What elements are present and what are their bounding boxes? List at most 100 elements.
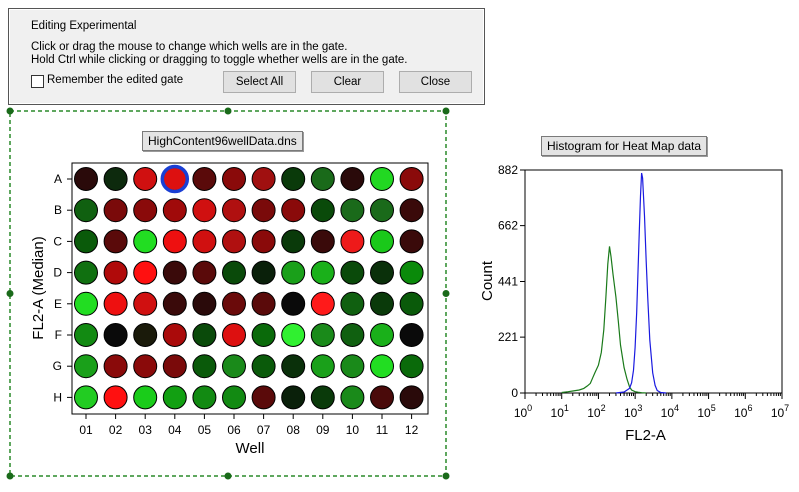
well-D01[interactable] <box>74 260 98 285</box>
well-F03[interactable] <box>133 323 158 347</box>
select-all-button[interactable]: Select All <box>223 71 296 93</box>
well-G11[interactable] <box>370 354 394 379</box>
well-E10[interactable] <box>340 291 365 316</box>
well-A11[interactable] <box>370 167 394 191</box>
well-D04[interactable] <box>162 260 187 285</box>
well-F07[interactable] <box>251 323 276 347</box>
well-F06[interactable] <box>222 323 246 347</box>
well-G07[interactable] <box>251 354 276 379</box>
well-H01[interactable] <box>74 385 98 410</box>
well-F11[interactable] <box>370 323 394 347</box>
well-D11[interactable] <box>370 260 394 285</box>
well-A08[interactable] <box>281 167 306 191</box>
resize-handle[interactable] <box>442 107 450 115</box>
well-C11[interactable] <box>370 229 394 254</box>
resize-handle[interactable] <box>6 290 14 297</box>
well-F02[interactable] <box>103 323 128 347</box>
well-H09[interactable] <box>310 385 335 410</box>
well-A10[interactable] <box>340 167 365 191</box>
well-C05[interactable] <box>192 229 217 254</box>
well-F01[interactable] <box>74 323 98 347</box>
well-H12[interactable] <box>399 385 424 410</box>
resize-handle[interactable] <box>6 107 14 115</box>
well-B07[interactable] <box>251 198 276 223</box>
well-H07[interactable] <box>251 385 276 410</box>
resize-handle[interactable] <box>6 472 14 480</box>
well-G06[interactable] <box>222 354 246 379</box>
well-E05[interactable] <box>192 291 217 316</box>
well-F04[interactable] <box>162 323 187 347</box>
well-E04[interactable] <box>162 291 187 316</box>
well-C03[interactable] <box>133 229 158 254</box>
well-B12[interactable] <box>399 198 424 223</box>
well-A07[interactable] <box>251 167 276 191</box>
well-A09[interactable] <box>310 167 335 191</box>
well-D09[interactable] <box>310 260 335 285</box>
well-F05[interactable] <box>192 323 217 347</box>
well-G10[interactable] <box>340 354 365 379</box>
well-H06[interactable] <box>222 385 246 410</box>
well-B05[interactable] <box>192 198 217 223</box>
well-G12[interactable] <box>399 354 424 379</box>
well-F08[interactable] <box>281 323 306 347</box>
resize-handle[interactable] <box>224 472 232 480</box>
well-C10[interactable] <box>340 229 365 254</box>
well-C01[interactable] <box>74 229 98 254</box>
well-G05[interactable] <box>192 354 217 379</box>
well-A02[interactable] <box>103 167 128 191</box>
remember-gate-checkbox[interactable] <box>31 75 44 88</box>
well-H03[interactable] <box>133 385 158 410</box>
well-E03[interactable] <box>133 291 158 316</box>
resize-handle[interactable] <box>442 290 450 297</box>
heatmap-plot-area[interactable] <box>71 162 429 415</box>
well-H05[interactable] <box>192 385 217 410</box>
well-B11[interactable] <box>370 198 394 223</box>
well-C02[interactable] <box>103 229 128 254</box>
well-E06[interactable] <box>222 291 246 316</box>
well-A01[interactable] <box>74 167 98 191</box>
well-B09[interactable] <box>310 198 335 223</box>
well-B03[interactable] <box>133 198 158 223</box>
well-B04[interactable] <box>162 198 187 223</box>
well-D08[interactable] <box>281 260 306 285</box>
well-E08[interactable] <box>281 291 306 316</box>
clear-button[interactable]: Clear <box>311 71 384 93</box>
well-B01[interactable] <box>74 198 98 223</box>
well-E09[interactable] <box>310 291 335 316</box>
well-G09[interactable] <box>310 354 335 379</box>
well-F12[interactable] <box>399 323 424 347</box>
close-button[interactable]: Close <box>399 71 472 93</box>
well-G08[interactable] <box>281 354 306 379</box>
well-D06[interactable] <box>222 260 246 285</box>
well-D03[interactable] <box>133 260 158 285</box>
resize-handle[interactable] <box>442 472 450 480</box>
well-C07[interactable] <box>251 229 276 254</box>
well-C04[interactable] <box>162 229 187 254</box>
well-G04[interactable] <box>162 354 187 379</box>
well-H11[interactable] <box>370 385 394 410</box>
well-F10[interactable] <box>340 323 365 347</box>
well-A12[interactable] <box>399 167 424 191</box>
well-B08[interactable] <box>281 198 306 223</box>
well-E02[interactable] <box>103 291 128 316</box>
well-A05[interactable] <box>192 167 217 191</box>
well-E01[interactable] <box>74 291 98 316</box>
well-B06[interactable] <box>222 198 246 223</box>
well-H10[interactable] <box>340 385 365 410</box>
well-G03[interactable] <box>133 354 158 379</box>
well-C06[interactable] <box>222 229 246 254</box>
well-E07[interactable] <box>251 291 276 316</box>
well-C09[interactable] <box>310 229 335 254</box>
well-D02[interactable] <box>103 260 128 285</box>
well-A03[interactable] <box>133 167 158 191</box>
well-D05[interactable] <box>192 260 217 285</box>
well-B02[interactable] <box>103 198 128 223</box>
well-H08[interactable] <box>281 385 306 410</box>
well-G02[interactable] <box>103 354 128 379</box>
well-D10[interactable] <box>340 260 365 285</box>
well-E12[interactable] <box>399 291 424 316</box>
well-C12[interactable] <box>399 229 424 254</box>
well-D07[interactable] <box>251 260 276 285</box>
well-H02[interactable] <box>103 385 128 410</box>
well-B10[interactable] <box>340 198 365 223</box>
